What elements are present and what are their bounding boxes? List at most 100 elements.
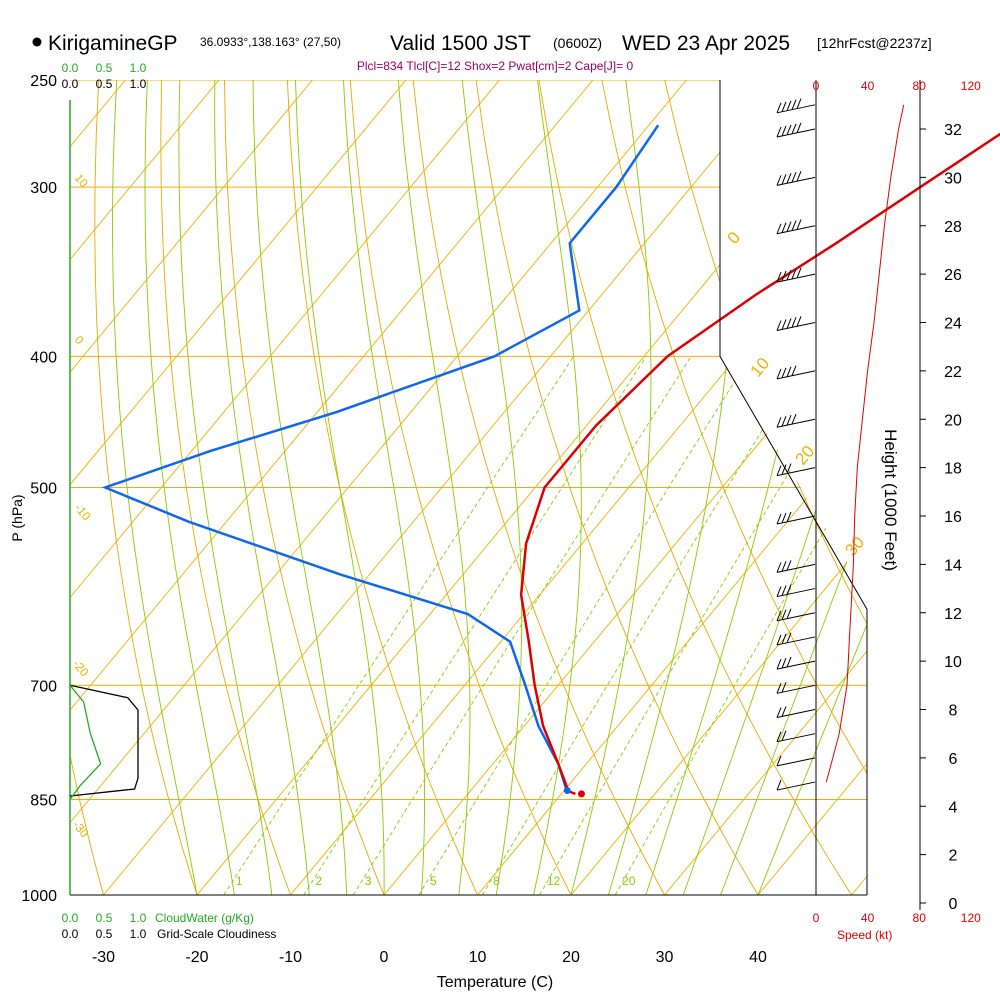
isotherm-line [945,80,1000,895]
station-bullet-icon [32,37,42,47]
wind-barb-shaft [776,781,816,791]
dry-adiabat-line [160,80,291,895]
wind-barb-flag [776,586,782,597]
isotherm-line [851,80,867,895]
wind-barb-flag [786,124,792,136]
height-tick-label: 4 [949,799,958,816]
isotherm-line [383,80,867,895]
moist-adiabat-line [214,80,310,895]
wind-barb-flag [776,223,782,234]
isotherm-line [70,80,407,895]
wind-barb-flag [776,610,782,621]
wind-barb-flag [796,219,802,230]
temp-tick-label: 10 [469,949,487,966]
cloudwater-label: CloudWater (g/Kg) [155,911,254,925]
wind-barb-flag [776,102,782,113]
wind-barb-flag [776,513,782,525]
wind-speed-line [825,104,905,783]
wind-barb-flag [786,366,792,377]
speed-tick-top: 0 [813,79,820,93]
wind-barb-flag [781,222,787,233]
wind-barb-shaft [776,225,816,235]
wind-barb-flag [781,657,787,669]
moist-adiabat-line [682,80,867,895]
isotherm-line [70,80,594,895]
mixing-ratio-line [539,356,860,895]
plot-boundary [719,80,868,895]
height-axis-title: Height (1000 Feet) [881,429,900,571]
mixing-ratio-label: 5 [430,874,437,888]
valid-date: WED 23 Apr 2025 [622,32,790,55]
wind-barb-flag [786,414,792,426]
pressure-tick-label: 300 [30,180,57,197]
height-tick-label: 12 [944,606,962,623]
wind-barb-flag [776,779,782,791]
speed-tick-bottom: 80 [913,911,927,925]
wind-barb-flag [776,683,782,694]
dry-adiabat-label: 20 [792,442,819,469]
mixing-ratio-line [352,356,692,895]
wind-barb-shaft [776,757,816,767]
pressure-tick-label: 400 [30,349,57,366]
dry-adiabat-line [94,80,198,895]
wind-barb-flag [781,416,787,427]
height-tick-label: 8 [949,703,958,720]
wind-barb-flag [781,367,787,379]
dry-adiabat-label: 10 [747,354,774,381]
height-tick-label: 24 [944,316,962,333]
wind-barb-flag [791,99,797,110]
wind-barb-shaft [776,176,816,186]
left-adiabat-label: -10 [72,501,94,524]
height-tick-label: 0 [949,896,958,913]
speed-tick-top: 80 [913,79,927,93]
mixing-ratio-label: 2 [315,874,322,888]
dewpoint-line [101,124,660,793]
mixing-ratio-label: 3 [365,874,372,888]
wind-barb-flag [786,100,792,111]
wind-barb-shaft [776,418,816,428]
moist-adiabat-line [343,80,426,895]
isotherm-line [70,80,313,895]
speed-tick-bottom: 40 [861,911,875,925]
wind-barb-flag [781,561,787,572]
wind-barb-flag [776,175,782,186]
dry-adiabat-line [412,80,665,895]
wind-barb-flag [786,584,792,595]
wind-barb-flag [781,270,787,282]
cloudwater-tick-bottom: 1.0 [130,911,147,925]
dry-adiabat-line [475,80,759,895]
cloudiness-line [69,684,139,797]
wind-barb-flag [781,609,787,620]
height-tick-label: 20 [944,412,962,429]
wind-barb-flag [776,658,782,670]
height-tick-label: 22 [944,364,962,381]
x-axis-title: Temperature (C) [437,974,553,991]
mixing-ratio-label: 8 [493,874,500,888]
dry-adiabat-line [916,80,1000,895]
mixing-ratio-line [223,356,574,895]
dry-adiabat-line [979,80,1000,895]
wind-barb-shaft [776,709,816,718]
mixing-ratio-line [614,356,867,895]
wind-barb-flag [776,465,782,476]
wind-barb-flag [781,633,787,645]
wind-barb-flag [776,320,782,331]
pressure-tick-label: 850 [30,792,57,809]
speed-tick-bottom: 120 [961,911,981,925]
wind-barb-flag [786,632,792,644]
wind-barb-flag [791,413,797,425]
dry-adiabat-line [286,80,478,895]
station-name: KirigamineGP [48,32,178,55]
speed-tick-top: 40 [861,79,875,93]
wind-barb-flag [781,101,787,112]
speed-label: Speed (kt) [837,928,892,942]
mixing-ratio-label: 12 [547,874,561,888]
cloudiness-tick-bottom: 1.0 [130,927,147,941]
wind-barb-flag [786,173,792,184]
wind-barb-flag [781,730,787,741]
wind-barb-shaft [776,515,816,525]
cloudiness-tick-bottom: 0.0 [62,927,79,941]
moist-adiabat-line [112,80,198,895]
wind-barb-shaft [776,588,816,598]
